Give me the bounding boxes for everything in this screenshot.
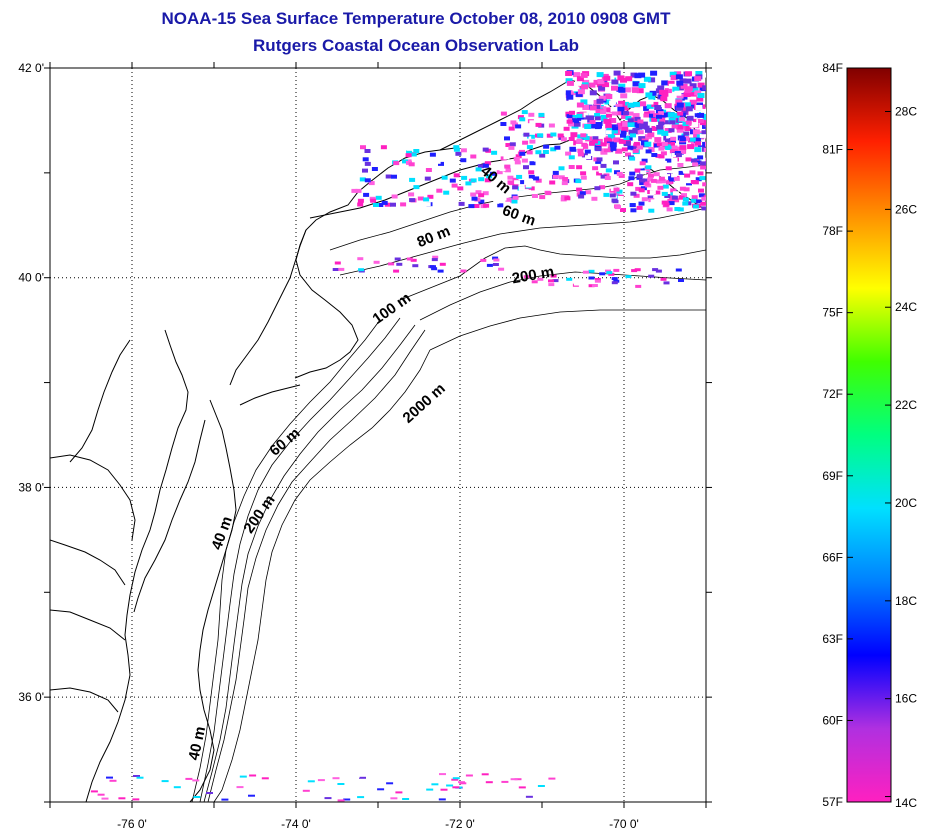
sst-pixels	[90, 70, 706, 802]
axis-ticks: -76 0' -74 0' -72 0' -70 0' 42 0' 40 0' 38 0' 3…	[18, 61, 712, 831]
colorbar-c-label: 14C	[895, 796, 917, 810]
contour-label: 40 m	[185, 725, 209, 762]
colorbar-f-label: 63F	[822, 632, 843, 646]
coastline-estuary-4	[50, 687, 119, 713]
colorbar-f-label: 81F	[822, 143, 843, 157]
colorbar-f-label: 57F	[822, 795, 843, 809]
contour-200m-slope	[207, 329, 426, 802]
contour-100m-slope	[203, 324, 416, 802]
lat-tick-label: 38 0'	[18, 480, 44, 494]
colorbar-f-label: 78F	[822, 224, 843, 238]
colorbar-f-label: 66F	[822, 550, 843, 564]
lat-tick-label: 40 0'	[18, 271, 44, 285]
colorbar-f-label: 84F	[822, 61, 843, 75]
colorbar-c-label: 16C	[895, 692, 917, 706]
lon-tick-label: -72 0'	[445, 817, 475, 831]
map-frame	[49, 67, 707, 803]
colorbar-c-label: 22C	[895, 398, 917, 412]
coastline-delmarva	[189, 399, 237, 802]
contour-40m-south	[191, 319, 381, 802]
colorbar-f-label: 72F	[822, 387, 843, 401]
coastline-estuary-6	[239, 384, 301, 406]
colorbar-f-label: 69F	[822, 469, 843, 483]
coastline-estuary-3	[50, 609, 126, 641]
colorbar-c-label: 24C	[895, 300, 917, 314]
coastline-chesapeake-east	[133, 419, 206, 613]
lon-tick-label: -70 0'	[609, 817, 639, 831]
colorbar-c-label: 28C	[895, 104, 917, 118]
map-title: NOAA-15 Sea Surface Temperature October …	[161, 9, 671, 28]
colorbar	[846, 67, 892, 803]
lon-tick-label: -74 0'	[281, 817, 311, 831]
colorbar-c-label: 18C	[895, 594, 917, 608]
colorbar-f-label: 75F	[822, 306, 843, 320]
lon-tick-label: -76 0'	[117, 817, 147, 831]
coastline-estuary-2	[50, 539, 126, 586]
contour-200m-north	[419, 271, 706, 321]
contour-60m-south	[199, 317, 401, 802]
colorbar-c-label: 20C	[895, 496, 917, 510]
map-subtitle: Rutgers Coastal Ocean Observation Lab	[253, 36, 579, 55]
contour-2000m	[429, 309, 706, 351]
colorbar-c-label: 26C	[895, 202, 917, 216]
coastline-chesapeake-west	[85, 329, 189, 802]
contour-2000m-slope	[213, 349, 431, 802]
contour-80m	[399, 245, 706, 301]
coastline-estuary-5	[69, 339, 131, 463]
coastline-estuary-1	[50, 454, 136, 541]
contour-60m-north	[339, 207, 706, 276]
colorbar-f-label: 60F	[822, 713, 843, 727]
colorbar-labels: 84F 81F 78F 75F 72F 69F 66F 63F 60F 57F 28C 26C 24C 2…	[822, 61, 917, 810]
lat-tick-label: 42 0'	[18, 61, 44, 75]
coastline-delaware-bay	[294, 229, 359, 379]
lat-tick-label: 36 0'	[18, 690, 44, 704]
